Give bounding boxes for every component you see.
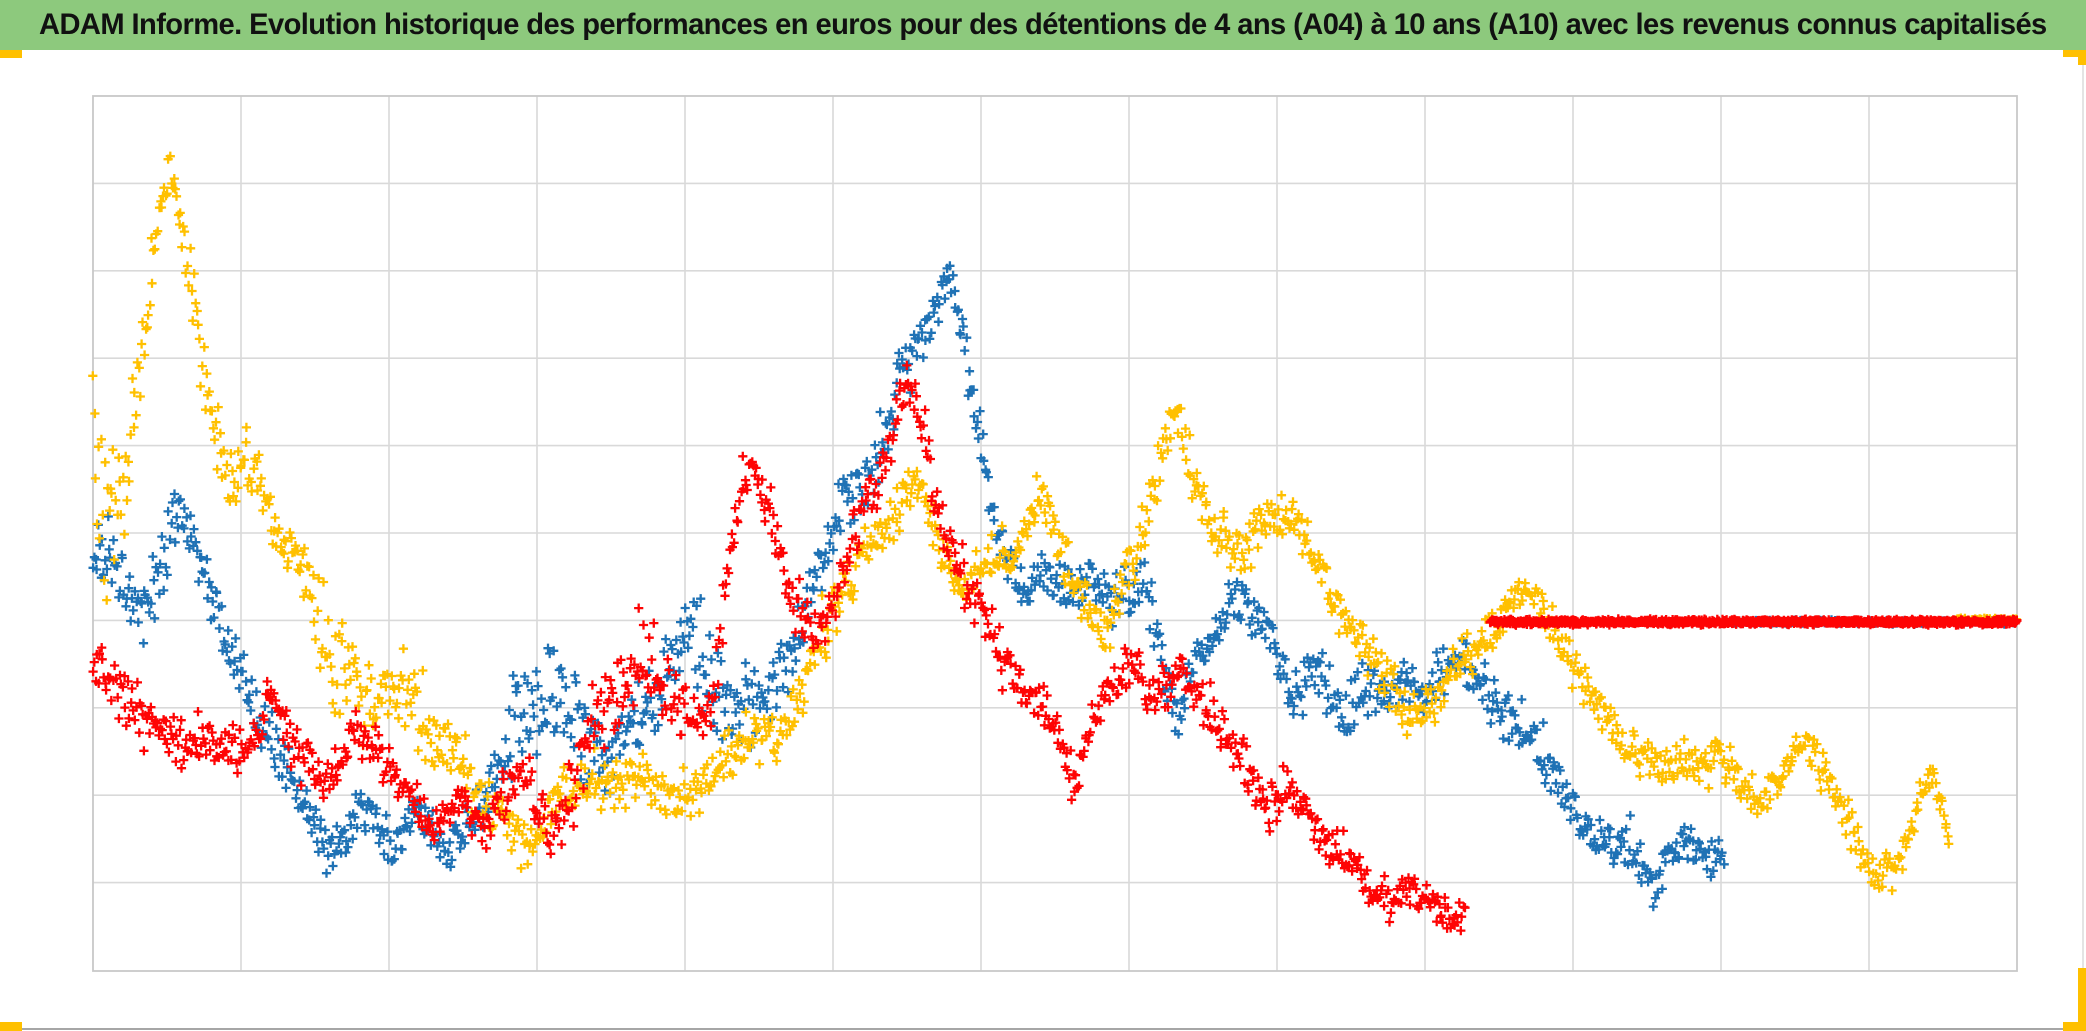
accent-corner-top-left — [0, 50, 22, 58]
bottom-edge-rule — [0, 1028, 2086, 1030]
accent-corner-bottom-left — [0, 1022, 22, 1031]
accent-corner-top-right-h — [2063, 50, 2086, 57]
right-edge-rule — [2082, 57, 2084, 1027]
title-bar: ADAM Informe. Evolution historique des p… — [0, 0, 2086, 50]
series-layer — [88, 151, 2022, 936]
chart-object[interactable] — [0, 50, 2086, 1031]
accent-corner-top-right-v — [2078, 50, 2086, 65]
accent-corner-bottom-right-f — [2063, 1022, 2086, 1031]
series-gold — [88, 151, 2022, 896]
plot-area-border — [92, 95, 2018, 972]
series-red — [88, 360, 2022, 936]
page-title: ADAM Informe. Evolution historique des p… — [39, 8, 2047, 41]
accent-corner-bottom-right-v — [2078, 968, 2086, 1031]
scatter-chart — [88, 95, 2022, 972]
